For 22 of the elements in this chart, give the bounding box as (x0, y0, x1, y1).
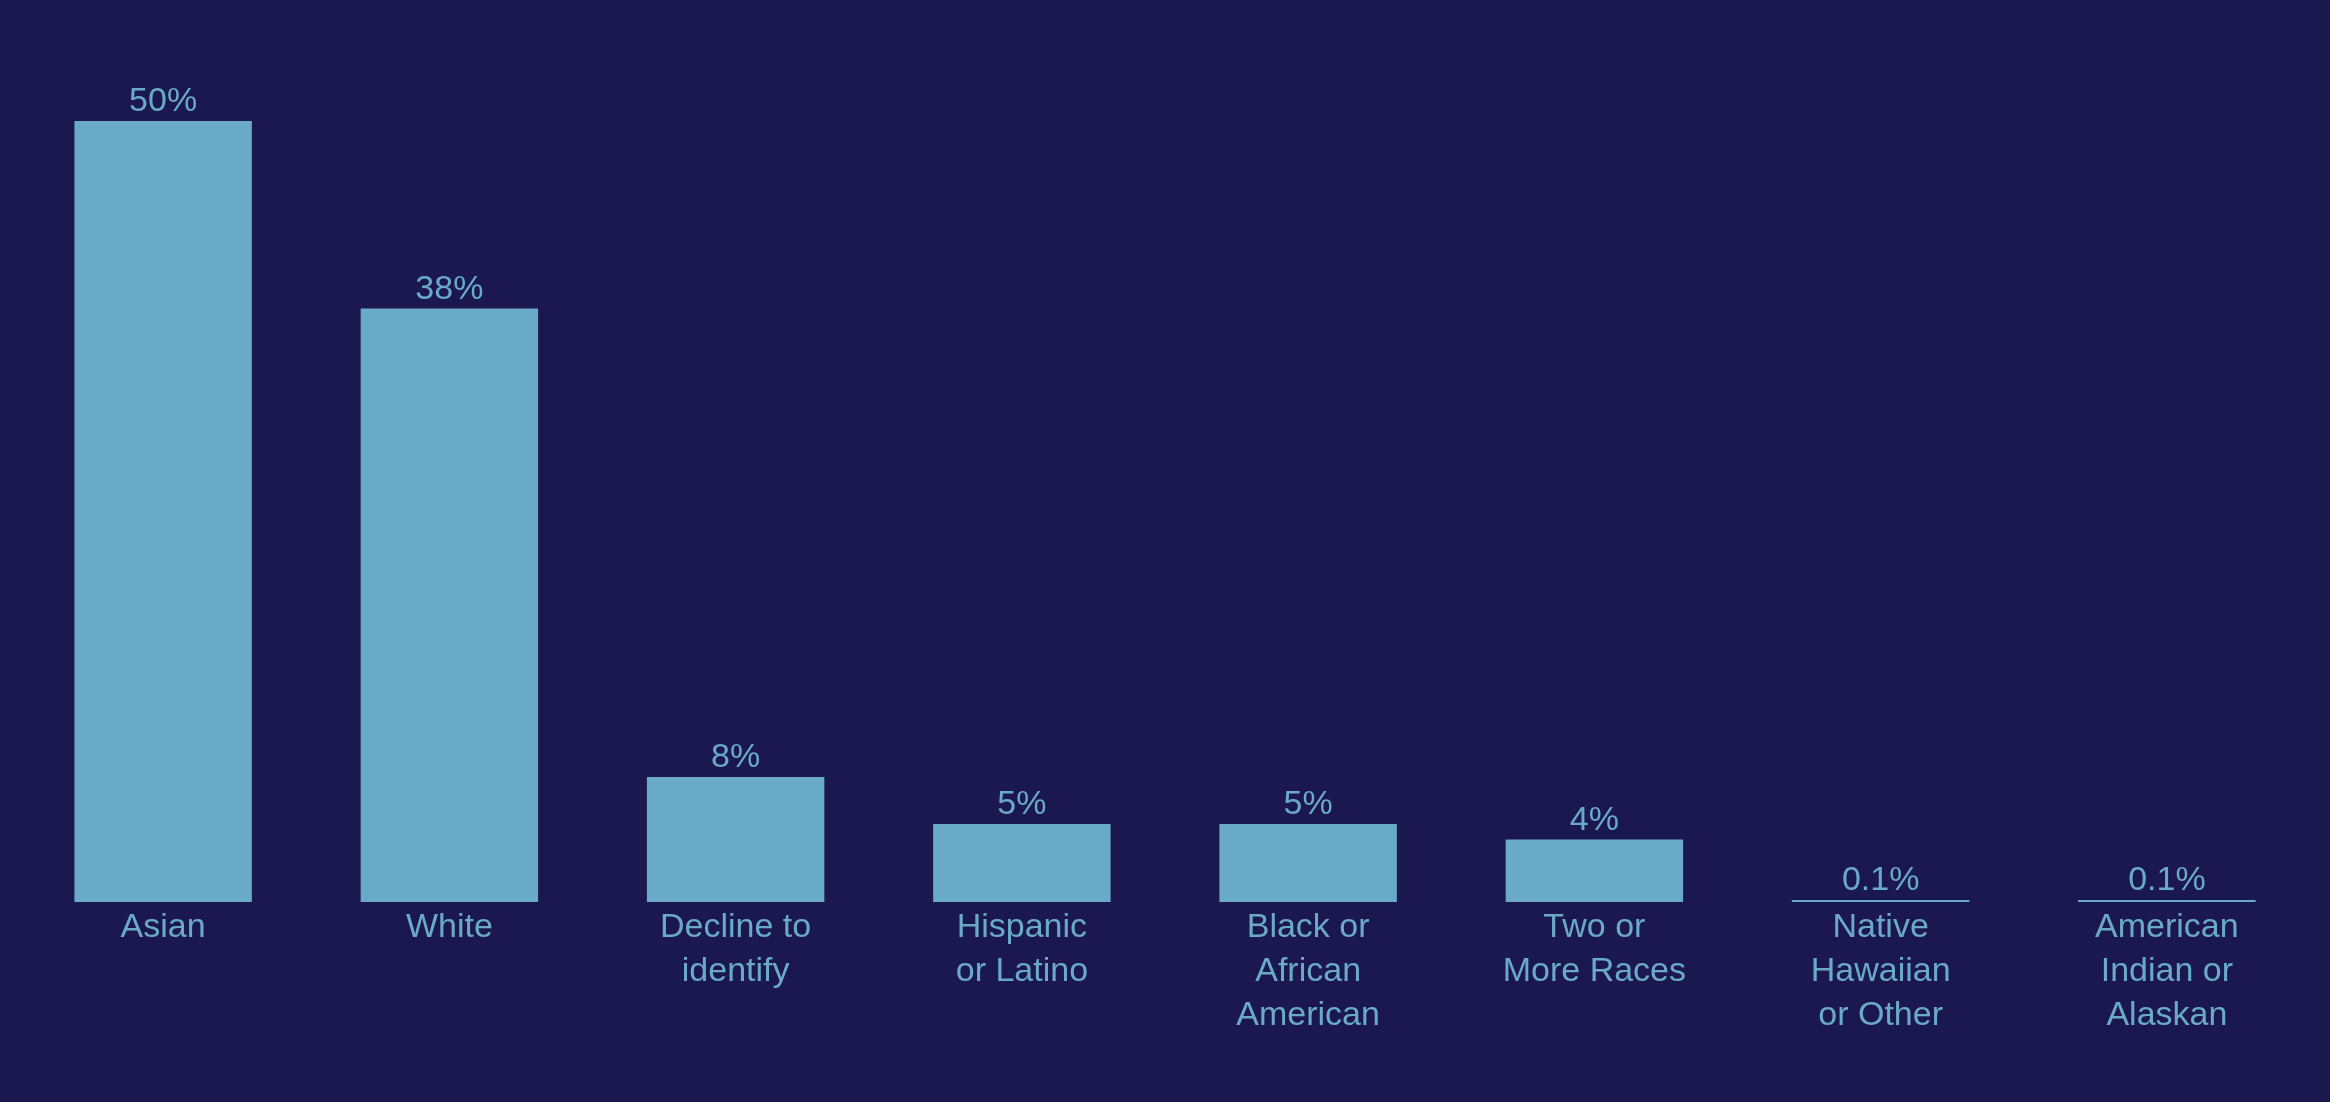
data-label: 5% (1283, 782, 1333, 821)
bar (646, 777, 825, 902)
bar (360, 308, 539, 902)
data-label: 38% (415, 267, 484, 306)
data-label: 5% (997, 782, 1047, 821)
x-tick-label: Black or African American (1236, 906, 1380, 1033)
x-tick-label: Native Hawaiian or Other (1810, 906, 1951, 1033)
x-tick-label: Decline to identify (660, 906, 812, 989)
x-tick-label: Asian (120, 906, 206, 944)
data-label: 4% (1569, 798, 1619, 837)
x-tick-label: Hispanic or Latino (955, 906, 1089, 989)
data-label: 50% (129, 80, 198, 119)
x-tick-label: White (405, 906, 493, 944)
x-tick-label: Two or More Races (1502, 906, 1687, 989)
bar (74, 121, 252, 902)
data-label: 8% (711, 736, 761, 775)
x-tick-label: American Indian or Alaskan (2095, 906, 2239, 1033)
bar (1219, 823, 1397, 902)
bar (1505, 839, 1684, 902)
data-label: 0.1% (2128, 859, 2206, 897)
bar (933, 823, 1111, 902)
data-label: 0.1% (1841, 859, 1920, 897)
